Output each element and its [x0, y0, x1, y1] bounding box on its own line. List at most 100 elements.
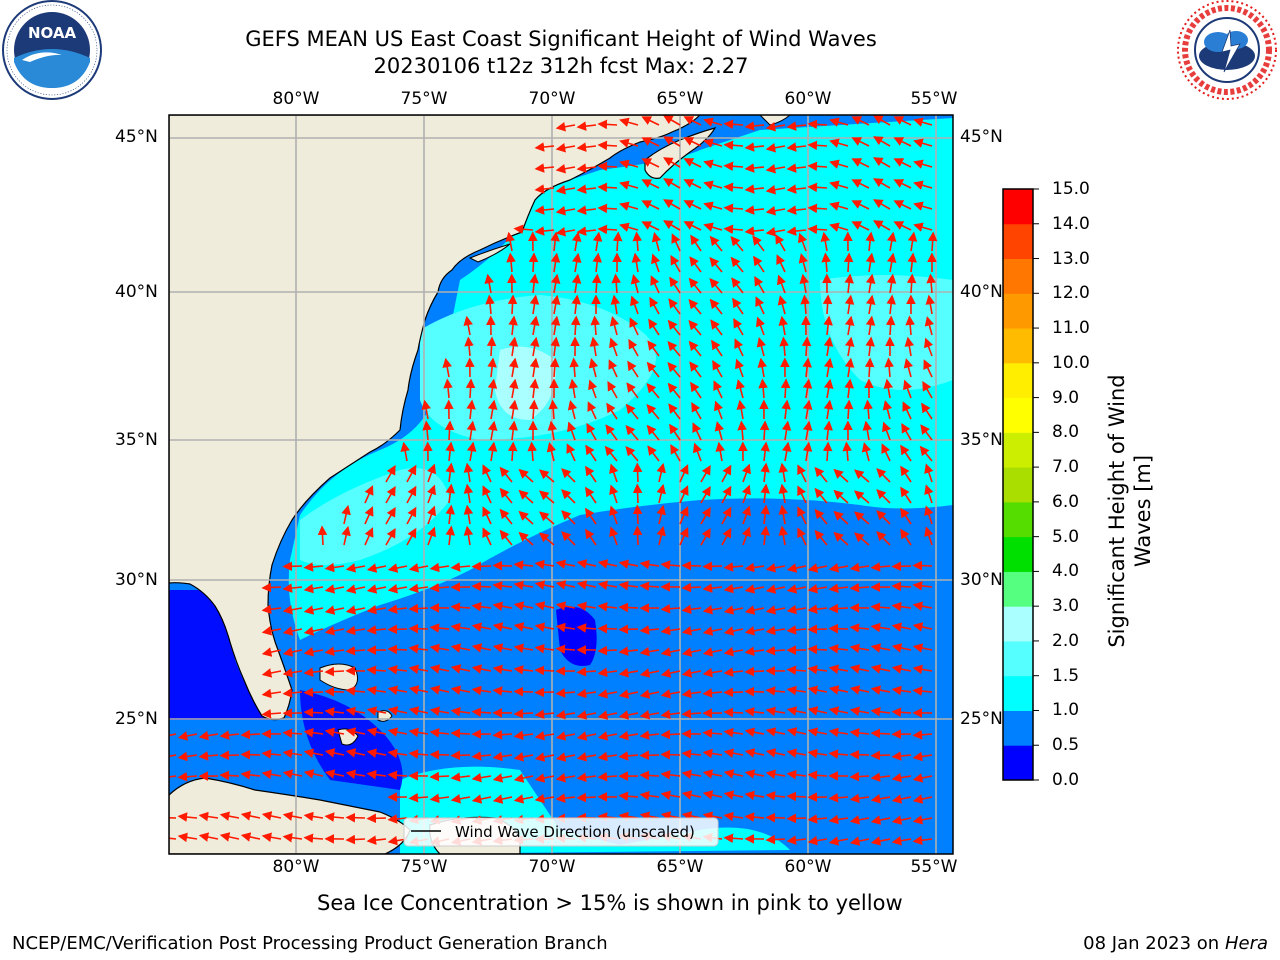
wave-direction-arrow — [786, 205, 807, 215]
wave-direction-arrow — [571, 231, 582, 252]
wave-direction-arrow — [861, 442, 872, 462]
colorbar-swatch — [1003, 675, 1033, 711]
wave-direction-arrow — [689, 361, 702, 378]
wave-direction-arrow — [345, 769, 366, 779]
wave-direction-arrow — [786, 748, 807, 758]
wave-direction-arrow — [660, 749, 681, 760]
wave-direction-arrow — [797, 506, 807, 525]
wave-direction-arrow — [683, 221, 702, 231]
wave-direction-arrow — [786, 706, 807, 716]
wave-direction-arrow — [471, 751, 492, 761]
wave-direction-arrow — [702, 811, 723, 821]
wave-direction-arrow — [571, 273, 582, 294]
wave-direction-arrow — [660, 560, 681, 570]
wave-direction-arrow — [924, 526, 934, 546]
wave-direction-arrow — [282, 832, 303, 843]
wave-direction-arrow — [632, 231, 643, 252]
wave-direction-arrow — [703, 117, 723, 127]
wave-direction-arrow — [364, 506, 374, 525]
wave-direction-arrow — [282, 769, 303, 779]
wave-direction-arrow — [744, 666, 765, 677]
wave-direction-arrow — [723, 583, 744, 594]
colorbar — [1002, 188, 1039, 781]
wave-direction-arrow — [345, 605, 366, 615]
wave-direction-arrow — [833, 489, 849, 504]
wave-direction-arrow — [576, 142, 597, 152]
wave-direction-arrow — [597, 224, 618, 235]
colorbar-swatch — [1003, 501, 1033, 538]
wave-direction-arrow — [408, 644, 429, 654]
wave-direction-arrow — [641, 200, 660, 210]
wave-direction-arrow — [534, 687, 555, 698]
wave-direction-arrow — [700, 506, 711, 525]
wave-direction-arrow — [366, 685, 387, 696]
wave-direction-arrow — [660, 668, 681, 678]
wave-direction-arrow — [891, 772, 912, 783]
wave-direction-arrow — [607, 380, 618, 399]
wave-direction-arrow — [765, 791, 786, 801]
colorbar-swatch — [1003, 328, 1033, 364]
wave-direction-arrow — [261, 769, 282, 780]
wave-direction-arrow — [660, 790, 681, 800]
footer-date-text: 08 Jan 2023 on — [1083, 933, 1220, 954]
wave-direction-arrow — [702, 667, 723, 678]
wave-direction-arrow — [492, 560, 513, 571]
wave-direction-arrow — [786, 685, 807, 696]
wave-direction-arrow — [755, 296, 765, 315]
wave-direction-arrow — [492, 581, 513, 591]
wave-direction-arrow — [667, 340, 681, 357]
wave-direction-arrow — [781, 399, 791, 420]
wave-direction-arrow — [870, 622, 891, 633]
wave-direction-arrow — [807, 770, 828, 781]
wave-direction-arrow — [681, 749, 702, 759]
wave-direction-arrow — [539, 511, 555, 525]
wave-direction-arrow — [597, 580, 618, 590]
wave-direction-arrow — [639, 559, 660, 570]
wave-direction-arrow — [843, 399, 854, 420]
wave-direction-arrow — [828, 685, 849, 695]
wave-direction-arrow — [576, 121, 597, 131]
colorbar-tick-label: 8.0 — [1052, 422, 1080, 443]
lon-tick-top-75w: 75°W — [400, 89, 448, 109]
wave-direction-arrow — [345, 584, 366, 594]
wave-direction-arrow — [891, 601, 912, 612]
wave-direction-arrow — [821, 252, 831, 273]
colorbar-swatch — [1003, 189, 1033, 225]
wave-direction-arrow — [765, 206, 786, 216]
wave-direction-arrow — [723, 203, 744, 214]
wave-direction-arrow — [883, 378, 894, 399]
wave-direction-arrow — [597, 182, 618, 193]
wave-direction-arrow — [744, 769, 765, 779]
wave-direction-arrow — [555, 206, 576, 216]
wave-direction-arrow — [426, 505, 436, 525]
wave-direction-arrow — [303, 833, 324, 844]
wave-direction-arrow — [529, 315, 540, 336]
wave-direction-arrow — [820, 231, 830, 252]
wave-direction-arrow — [366, 563, 387, 573]
wave-direction-arrow — [829, 180, 849, 190]
wave-direction-arrow — [731, 277, 744, 294]
wave-direction-arrow — [765, 164, 786, 174]
wave-direction-arrow — [219, 730, 240, 740]
wave-direction-arrow — [429, 771, 450, 782]
wave-direction-arrow — [902, 401, 912, 420]
wave-direction-arrow — [611, 273, 622, 294]
wave-direction-arrow — [639, 730, 660, 740]
wave-direction-arrow — [786, 769, 807, 780]
wave-direction-arrow — [689, 256, 702, 273]
wave-direction-arrow — [744, 727, 765, 737]
wave-direction-arrow — [639, 581, 660, 592]
wave-direction-arrow — [651, 232, 662, 252]
wave-direction-arrow — [891, 794, 912, 804]
wave-direction-arrow — [466, 420, 477, 441]
wave-direction-arrow — [534, 205, 555, 215]
wave-direction-arrow — [482, 527, 492, 546]
wave-direction-arrow — [345, 748, 366, 758]
wave-direction-arrow — [870, 685, 891, 695]
wave-direction-arrow — [303, 583, 324, 594]
wave-direction-arrow — [261, 582, 282, 593]
wave-direction-arrow — [631, 252, 642, 273]
wave-direction-arrow — [566, 443, 576, 462]
wave-direction-arrow — [508, 420, 518, 441]
wave-direction-arrow — [924, 484, 934, 504]
